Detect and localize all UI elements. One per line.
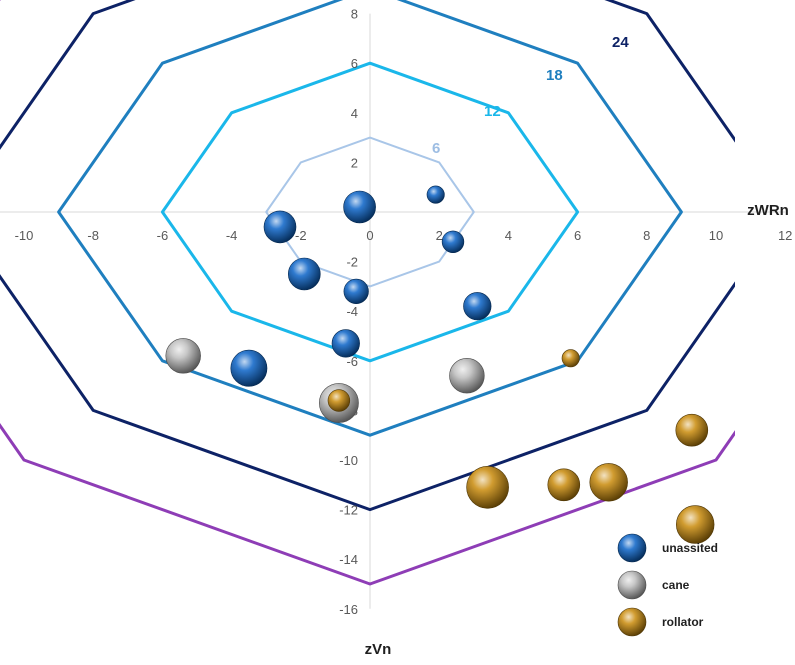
bubble-rollator xyxy=(561,349,580,368)
y-tick-label: 4 xyxy=(351,106,358,121)
contour-label-24: 24 xyxy=(612,34,629,51)
x-axis-title: zWRn xyxy=(747,202,789,219)
bubble-unassited xyxy=(287,257,321,291)
contour-line-18 xyxy=(57,0,683,437)
bubble-unassited xyxy=(426,185,445,204)
x-tick-label: -6 xyxy=(157,228,169,243)
x-tick-label: 4 xyxy=(505,228,512,243)
contour-line-12 xyxy=(160,61,580,363)
bubbles-layer xyxy=(165,185,715,544)
contour-label-6: 6 xyxy=(432,140,440,157)
legend-marker-rollator xyxy=(617,607,647,637)
y-tick-label: -4 xyxy=(346,304,358,319)
bubble-rollator xyxy=(327,389,351,412)
bubble-unassited xyxy=(331,329,360,358)
bubble-unassited xyxy=(343,190,376,224)
y-tick-label: 8 xyxy=(351,7,358,22)
y-tick-label: -14 xyxy=(339,552,358,567)
x-tick-label: -2 xyxy=(295,228,307,243)
x-tick-label: 6 xyxy=(574,228,581,243)
legend-label-cane: cane xyxy=(662,578,690,592)
contour-label-18: 18 xyxy=(546,67,563,84)
y-tick-label: -2 xyxy=(346,255,358,270)
y-tick-label: -16 xyxy=(339,602,358,617)
bubble-unassited xyxy=(463,292,492,321)
bubble-unassited xyxy=(343,278,369,305)
y-axis-title: zVn xyxy=(365,641,392,658)
ticks-layer: 6121824-12-10-8-6-4-20246810128642-2-4-6… xyxy=(15,7,793,617)
legend-marker-unassited xyxy=(617,533,647,563)
x-tick-label: -10 xyxy=(15,228,34,243)
contour-line-24 xyxy=(0,0,735,512)
axes-layer xyxy=(0,13,786,609)
bubble-unassited xyxy=(263,210,297,244)
x-tick-label: 12 xyxy=(778,228,792,243)
y-tick-label: -6 xyxy=(346,354,358,369)
bubble-cane xyxy=(449,358,485,394)
y-tick-label: -12 xyxy=(339,503,358,518)
bubble-rollator xyxy=(675,505,715,544)
x-tick-label: -8 xyxy=(87,228,99,243)
legend-marker-cane xyxy=(617,570,647,600)
bubble-rollator xyxy=(547,468,581,502)
legend: unassited cane rollator xyxy=(617,533,718,637)
contour-line-6 xyxy=(265,136,475,288)
legend-label-rollator: rollator xyxy=(662,615,704,629)
contour-label-12: 12 xyxy=(484,103,501,120)
y-tick-label: 2 xyxy=(351,155,358,170)
y-tick-label: 6 xyxy=(351,56,358,71)
bubble-unassited xyxy=(441,230,465,254)
x-tick-label: -4 xyxy=(226,228,238,243)
bubble-rollator xyxy=(466,465,509,509)
bubble-unassited xyxy=(230,349,268,387)
bubble-cane xyxy=(165,338,201,374)
x-tick-label: 10 xyxy=(709,228,723,243)
y-tick-label: -10 xyxy=(339,453,358,468)
bubble-rollator xyxy=(675,413,709,447)
contour-line-outer xyxy=(0,0,735,586)
bubble-rollator xyxy=(589,463,628,502)
x-tick-label: 0 xyxy=(366,228,373,243)
contours-layer xyxy=(0,0,735,586)
x-tick-label: 2 xyxy=(436,228,443,243)
x-tick-label: 8 xyxy=(643,228,650,243)
legend-label-unassited: unassited xyxy=(662,541,718,555)
